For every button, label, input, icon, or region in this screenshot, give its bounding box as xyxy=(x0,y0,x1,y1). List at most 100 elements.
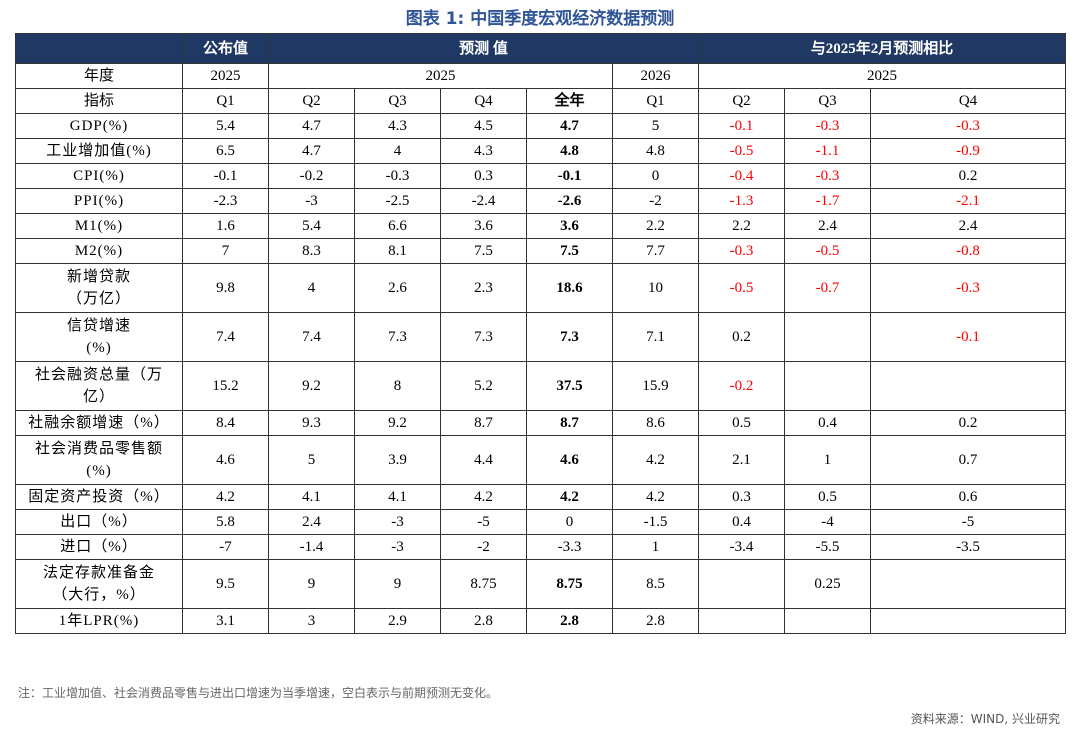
row-label: GDP(%) xyxy=(15,113,183,139)
data-row: 进口（%） -7 -1.4 -3 -2 -3.3 1 -3.4 -5.5 -3.5 xyxy=(15,534,1067,560)
row-label-line: GDP(%) xyxy=(69,118,129,134)
value-cell: -5.5 xyxy=(784,534,871,560)
value-cell: -0.1 xyxy=(182,163,269,189)
data-row: PPI(%) -2.3 -3 -2.5 -2.4 -2.6 -2 -1.3 -1.7 -2.1 xyxy=(15,188,1067,214)
value-cell: -2 xyxy=(612,188,699,214)
value-cell: 0.6 xyxy=(869,484,1067,510)
value-cell: 5.4 xyxy=(268,213,355,239)
source: 资料来源：WIND, 兴业研究 xyxy=(910,712,1060,726)
value-cell: 4 xyxy=(354,138,441,164)
value-cell: -4 xyxy=(784,509,871,535)
value-cell: -0.7 xyxy=(784,263,871,313)
row-label: M2(%) xyxy=(15,238,183,264)
value-cell: -0.3 xyxy=(784,163,871,189)
value-cell: -2.6 xyxy=(526,188,613,214)
value-cell: 4.7 xyxy=(268,138,355,164)
quarter-cell: 全年 xyxy=(526,88,613,114)
value-cell: -0.3 xyxy=(869,113,1067,139)
value-cell: 9.2 xyxy=(268,361,355,411)
value-cell: 0.25 xyxy=(784,559,871,609)
value-cell: 4.2 xyxy=(612,484,699,510)
value-cell: 0.5 xyxy=(784,484,871,510)
value-cell: 4.6 xyxy=(526,435,613,485)
row-label: 新增贷款 （万亿） xyxy=(15,263,183,313)
value-cell: 2.9 xyxy=(354,608,441,634)
value-cell: -0.3 xyxy=(698,238,785,264)
row-label-line: （大行，%） xyxy=(52,587,146,603)
row-label: PPI(%) xyxy=(15,188,183,214)
title: 图表 1: 中国季度宏观经济数据预测 xyxy=(405,9,675,29)
value-cell: 0.7 xyxy=(869,435,1067,485)
value-cell: -5 xyxy=(869,509,1067,535)
value-cell: 8 xyxy=(354,361,441,411)
value-cell: 7.3 xyxy=(440,312,527,362)
row-label-line: 新增贷款 xyxy=(66,269,131,285)
quarter-cell: Q3 xyxy=(354,88,441,114)
value-cell: 4.3 xyxy=(440,138,527,164)
value-cell: 7.5 xyxy=(526,238,613,264)
value-cell: 2.8 xyxy=(612,608,699,634)
value-cell: 5 xyxy=(612,113,699,139)
value-cell: -3 xyxy=(268,188,355,214)
value-cell: -0.3 xyxy=(869,263,1067,313)
value-cell: 7.3 xyxy=(526,312,613,362)
header-cell xyxy=(15,33,183,64)
value-cell: 1 xyxy=(612,534,699,560)
value-cell: 8.1 xyxy=(354,238,441,264)
value-cell: 2.8 xyxy=(440,608,527,634)
value-cell: 1.6 xyxy=(182,213,269,239)
value-cell: 4.8 xyxy=(526,138,613,164)
value-cell: 8.7 xyxy=(526,410,613,436)
value-cell: 5.4 xyxy=(182,113,269,139)
value-cell xyxy=(869,608,1067,634)
value-cell: -5 xyxy=(440,509,527,535)
year-cell: 2025 xyxy=(268,63,613,89)
value-cell: -2.1 xyxy=(869,188,1067,214)
value-cell: 2.3 xyxy=(440,263,527,313)
value-cell: 2.4 xyxy=(869,213,1067,239)
value-cell: 7 xyxy=(182,238,269,264)
year-cell: 2025 xyxy=(182,63,269,89)
value-cell: 0.2 xyxy=(698,312,785,362)
value-cell: 0 xyxy=(612,163,699,189)
data-row: 社会融资总量（万 亿） 15.2 9.2 8 5.2 37.5 15.9 -0.2 xyxy=(15,361,1067,411)
row-label-line: M1(%) xyxy=(74,218,124,234)
value-cell: -3.5 xyxy=(869,534,1067,560)
note: 注：工业增加值、社会消费品零售与进出口增速为当季增速，空白表示与前期预测无变化。 xyxy=(18,686,499,700)
value-cell: 7.4 xyxy=(268,312,355,362)
value-cell: -2.3 xyxy=(182,188,269,214)
value-cell: 7.7 xyxy=(612,238,699,264)
header-row: 公布值 预测 值与2025年2月预测相比 xyxy=(15,33,1067,64)
value-cell xyxy=(869,361,1067,411)
value-cell: 4.6 xyxy=(182,435,269,485)
quarter-cell: Q2 xyxy=(268,88,355,114)
value-cell: -0.2 xyxy=(268,163,355,189)
data-row: GDP(%) 5.4 4.7 4.3 4.5 4.7 5 -0.1 -0.3 -0.3 xyxy=(15,113,1067,139)
row-label: 进口（%） xyxy=(15,534,183,560)
value-cell: -0.1 xyxy=(526,163,613,189)
value-cell: -0.1 xyxy=(869,312,1067,362)
row-label-line: 信贷增速 xyxy=(66,318,131,334)
data-row: 社会消费品零售额 (%) 4.6 5 3.9 4.4 4.6 4.2 2.1 1 0.7 xyxy=(15,435,1067,485)
quarter-cell: Q2 xyxy=(698,88,785,114)
row-label-line: 1年LPR(%) xyxy=(58,613,140,629)
value-cell: -2 xyxy=(440,534,527,560)
value-cell: 2.1 xyxy=(698,435,785,485)
value-cell: 5 xyxy=(268,435,355,485)
value-cell: 2.2 xyxy=(698,213,785,239)
value-cell xyxy=(698,608,785,634)
data-row: 工业增加值(%) 6.5 4.7 4 4.3 4.8 4.8 -0.5 -1.1 -0.9 xyxy=(15,138,1067,164)
data-row: M2(%) 7 8.3 8.1 7.5 7.5 7.7 -0.3 -0.5 -0.8 xyxy=(15,238,1067,264)
data-row: 新增贷款 （万亿） 9.8 4 2.6 2.3 18.6 10 -0.5 -0.7 -0.3 xyxy=(15,263,1067,313)
data-row: 法定存款准备金 （大行，%） 9.5 9 9 8.75 8.75 8.5 0.25 xyxy=(15,559,1067,609)
value-cell: -0.5 xyxy=(698,263,785,313)
row-label: 社会消费品零售额 (%) xyxy=(15,435,183,485)
data-row: 信贷增速 (%) 7.4 7.4 7.3 7.3 7.3 7.1 0.2 -0.1 xyxy=(15,312,1067,362)
value-cell: 18.6 xyxy=(526,263,613,313)
quarter-cell: Q1 xyxy=(612,88,699,114)
row-label-line: 固定资产投资（%） xyxy=(28,489,170,505)
value-cell: 3 xyxy=(268,608,355,634)
value-cell: 5.8 xyxy=(182,509,269,535)
row-label: 年度 xyxy=(15,63,183,89)
